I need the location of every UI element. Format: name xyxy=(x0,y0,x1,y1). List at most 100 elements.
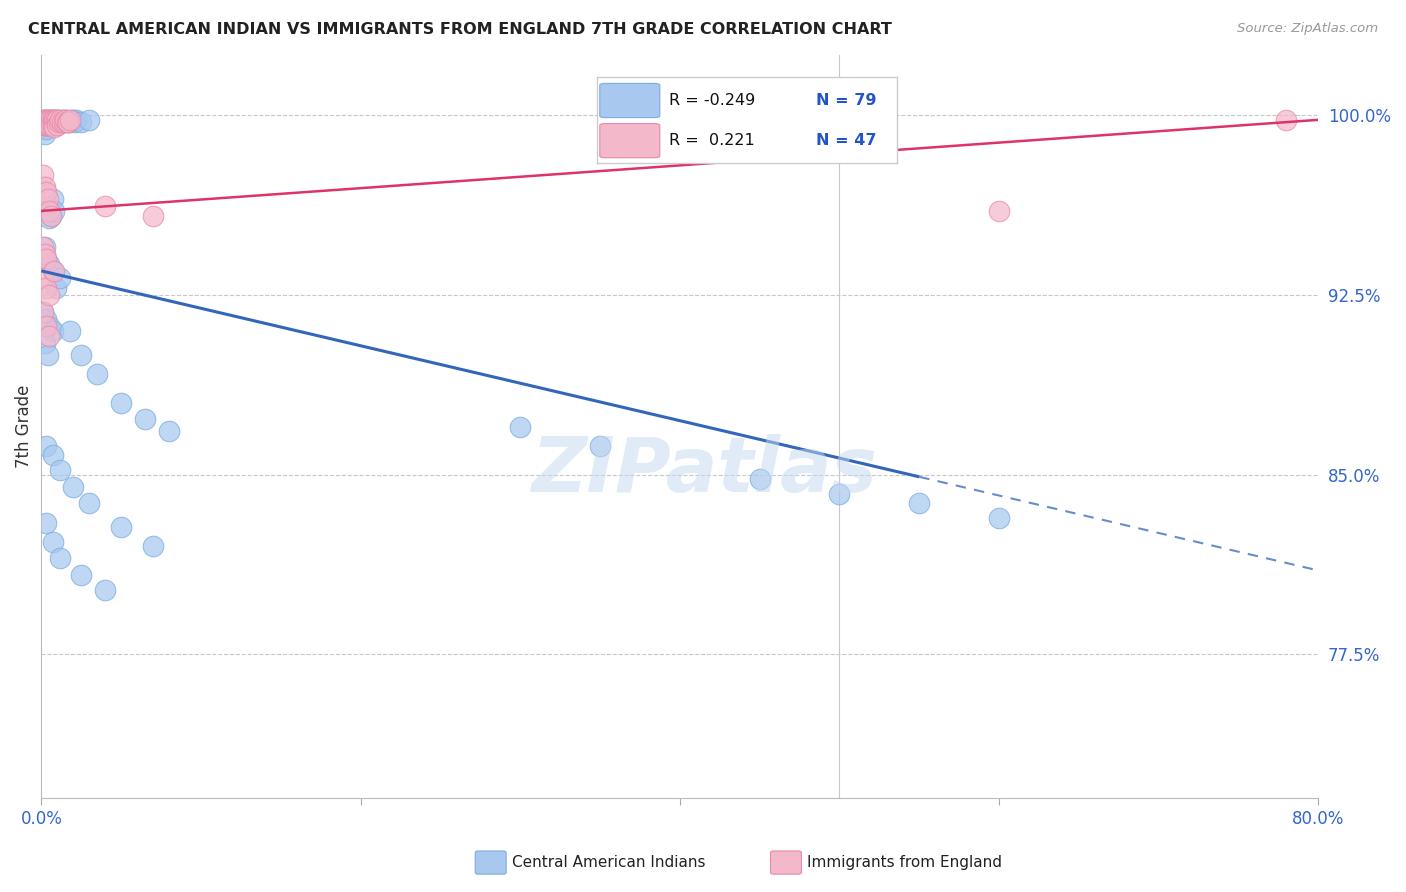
Point xyxy=(51,115,73,129)
Point xyxy=(39,112,62,127)
Point xyxy=(52,115,75,129)
Text: CENTRAL AMERICAN INDIAN VS IMMIGRANTS FROM ENGLAND 7TH GRADE CORRELATION CHART: CENTRAL AMERICAN INDIAN VS IMMIGRANTS FR… xyxy=(28,22,891,37)
Point xyxy=(38,115,60,129)
Point xyxy=(34,112,56,127)
Point xyxy=(35,311,58,326)
Point xyxy=(60,112,83,127)
Point xyxy=(45,280,67,294)
Point xyxy=(35,112,58,127)
Point xyxy=(34,240,56,254)
Point xyxy=(51,112,73,127)
Point xyxy=(48,115,70,129)
Point xyxy=(41,324,63,338)
Point xyxy=(38,257,60,271)
Point xyxy=(70,115,93,129)
Point xyxy=(63,115,86,129)
Point xyxy=(41,118,63,132)
Point xyxy=(42,203,65,218)
Point xyxy=(42,120,65,134)
Point xyxy=(70,348,93,362)
Point xyxy=(58,115,80,129)
Point xyxy=(41,112,63,127)
Point xyxy=(32,185,55,199)
Point xyxy=(142,540,165,554)
Point xyxy=(35,118,58,132)
Text: Source: ZipAtlas.com: Source: ZipAtlas.com xyxy=(1237,22,1378,36)
Point xyxy=(34,120,56,134)
Point xyxy=(32,304,55,318)
Point xyxy=(42,118,65,132)
Point xyxy=(35,318,58,333)
Point xyxy=(49,112,72,127)
Point xyxy=(86,367,108,381)
Point xyxy=(65,112,87,127)
Point xyxy=(38,328,60,343)
Point xyxy=(35,516,58,530)
Point xyxy=(52,112,75,127)
Point xyxy=(46,118,69,132)
Point xyxy=(56,115,79,129)
Point xyxy=(38,211,60,226)
Point xyxy=(35,122,58,136)
Point xyxy=(39,118,62,132)
Point xyxy=(589,439,612,453)
Point xyxy=(110,520,132,534)
Point xyxy=(56,112,79,127)
Point xyxy=(37,112,59,127)
Point xyxy=(34,118,56,132)
Point xyxy=(49,463,72,477)
Point xyxy=(1275,112,1298,127)
Point xyxy=(37,118,59,132)
Point xyxy=(94,199,117,213)
Point xyxy=(39,112,62,127)
Point xyxy=(59,115,82,129)
Point xyxy=(35,112,58,127)
Point xyxy=(58,115,80,129)
Point xyxy=(37,118,59,132)
Point xyxy=(41,534,63,549)
Point xyxy=(59,112,82,127)
Point xyxy=(828,487,851,501)
Point xyxy=(32,240,55,254)
Point xyxy=(46,112,69,127)
Point xyxy=(32,112,55,127)
Point xyxy=(38,112,60,127)
Point xyxy=(32,112,55,127)
Point xyxy=(38,118,60,132)
Point xyxy=(32,271,55,285)
Point xyxy=(41,192,63,206)
Point xyxy=(35,439,58,453)
Point xyxy=(94,582,117,597)
Point xyxy=(49,271,72,285)
Point xyxy=(988,203,1011,218)
Point xyxy=(38,203,60,218)
Point xyxy=(45,115,67,129)
Y-axis label: 7th Grade: 7th Grade xyxy=(15,385,32,468)
Point xyxy=(37,112,59,127)
Point xyxy=(37,192,59,206)
Point xyxy=(42,112,65,127)
Point xyxy=(39,209,62,223)
Point xyxy=(35,203,58,218)
Point xyxy=(34,180,56,194)
Point xyxy=(62,479,84,493)
Point xyxy=(45,112,67,127)
Text: Central American Indians: Central American Indians xyxy=(512,855,706,870)
Point xyxy=(39,118,62,132)
Point xyxy=(41,112,63,127)
Point xyxy=(77,112,100,127)
Point xyxy=(34,199,56,213)
Point xyxy=(46,118,69,132)
Point xyxy=(37,196,59,211)
Point xyxy=(34,247,56,261)
Point xyxy=(62,112,84,127)
Point xyxy=(53,112,76,127)
Point xyxy=(32,168,55,182)
Point xyxy=(142,209,165,223)
Text: ZIPatlas: ZIPatlas xyxy=(533,434,879,508)
Point xyxy=(39,209,62,223)
Point xyxy=(32,118,55,132)
Point xyxy=(509,419,531,434)
Point xyxy=(49,551,72,566)
Point xyxy=(41,449,63,463)
